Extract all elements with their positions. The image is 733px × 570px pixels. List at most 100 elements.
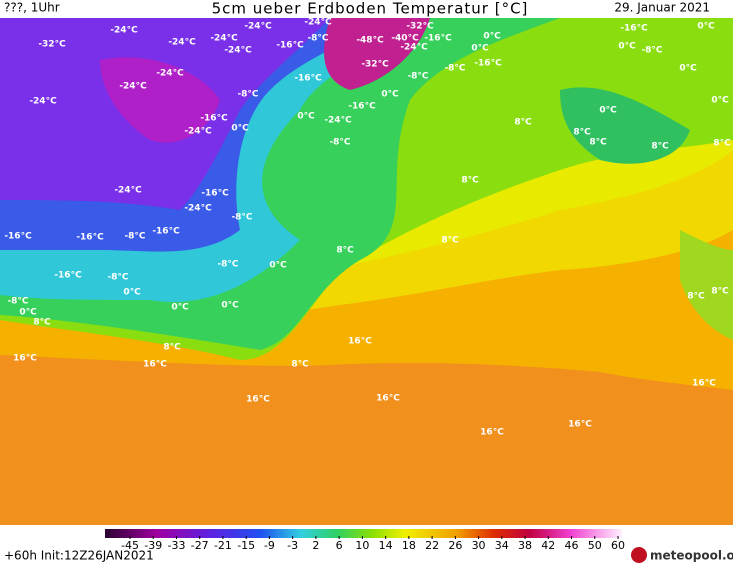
temp-label: -24°C bbox=[114, 186, 142, 196]
temp-label: 8°C bbox=[336, 246, 354, 256]
temp-label: 8°C bbox=[291, 360, 309, 370]
temp-label: -24°C bbox=[184, 127, 212, 137]
colorbar-label: 26 bbox=[448, 539, 462, 552]
temp-label: -8°C bbox=[237, 90, 258, 100]
temp-label: 16°C bbox=[246, 395, 270, 405]
temp-label: -40°C bbox=[391, 34, 419, 44]
colorbar bbox=[105, 529, 622, 538]
colorbar-label: 50 bbox=[588, 539, 602, 552]
temp-label: -16°C bbox=[294, 74, 322, 84]
colorbar-label: 18 bbox=[402, 539, 416, 552]
temp-label: -24°C bbox=[184, 204, 212, 214]
colorbar-label: -21 bbox=[214, 539, 232, 552]
temp-label: 0°C bbox=[19, 308, 37, 318]
colorbar-label: -9 bbox=[264, 539, 275, 552]
temp-label: -24°C bbox=[324, 116, 352, 126]
temp-label: -48°C bbox=[356, 36, 384, 46]
temp-label: -16°C bbox=[152, 227, 180, 237]
temp-label: 8°C bbox=[441, 236, 459, 246]
temp-label: 8°C bbox=[711, 287, 729, 297]
temp-label: 0°C bbox=[471, 44, 489, 54]
temp-label: -24°C bbox=[400, 43, 428, 53]
temp-label: -8°C bbox=[107, 273, 128, 283]
colorbar-label: 42 bbox=[541, 539, 555, 552]
temp-label: -8°C bbox=[217, 260, 238, 270]
temp-label: -24°C bbox=[119, 82, 147, 92]
temp-label: -24°C bbox=[168, 38, 196, 48]
temp-label: 16°C bbox=[568, 420, 592, 430]
run-info: ???, 1Uhr bbox=[4, 1, 60, 15]
colorbar-label: -27 bbox=[191, 539, 209, 552]
temp-label: 0°C bbox=[123, 288, 141, 298]
temp-label: -16°C bbox=[474, 59, 502, 69]
colorbar-label: 2 bbox=[312, 539, 319, 552]
map-title: 5cm ueber Erdboden Temperatur [°C] bbox=[212, 0, 529, 18]
temp-label: -16°C bbox=[424, 34, 452, 44]
temp-label: 0°C bbox=[679, 64, 697, 74]
colorbar-label: 14 bbox=[379, 539, 393, 552]
temp-label: 0°C bbox=[231, 124, 249, 134]
temp-label: 8°C bbox=[713, 139, 731, 149]
colorbar-label: 30 bbox=[472, 539, 486, 552]
temp-label: 8°C bbox=[33, 318, 51, 328]
temp-label: -32°C bbox=[38, 40, 66, 50]
temp-label: -24°C bbox=[110, 26, 138, 36]
temp-label: -16°C bbox=[620, 24, 648, 34]
temp-label: -24°C bbox=[304, 18, 332, 28]
temp-label: 0°C bbox=[381, 90, 399, 100]
temp-label: -16°C bbox=[76, 233, 104, 243]
temp-label: 16°C bbox=[692, 379, 716, 389]
temp-label: 0°C bbox=[697, 22, 715, 32]
colorbar-label: -3 bbox=[287, 539, 298, 552]
temp-label: 8°C bbox=[651, 142, 669, 152]
temp-label: -32°C bbox=[406, 22, 434, 32]
temp-label: -16°C bbox=[348, 102, 376, 112]
colorbar-label: 46 bbox=[565, 539, 579, 552]
temp-label: 8°C bbox=[514, 118, 532, 128]
temp-label: -16°C bbox=[4, 232, 32, 242]
temp-label: -8°C bbox=[407, 72, 428, 82]
temp-label: 0°C bbox=[221, 301, 239, 311]
temp-label: -16°C bbox=[200, 114, 228, 124]
temp-label: -24°C bbox=[210, 34, 238, 44]
colorbar-label: 6 bbox=[336, 539, 343, 552]
temp-label: 8°C bbox=[589, 138, 607, 148]
temp-label: 8°C bbox=[573, 128, 591, 138]
temp-label: -8°C bbox=[307, 34, 328, 44]
temp-label: -8°C bbox=[7, 297, 28, 307]
temp-label: 0°C bbox=[599, 106, 617, 116]
temp-label: -32°C bbox=[361, 60, 389, 70]
temp-label: -24°C bbox=[156, 69, 184, 79]
logo-text: meteopool.org bbox=[650, 549, 733, 563]
temp-label: -8°C bbox=[641, 46, 662, 56]
temp-label: 16°C bbox=[480, 428, 504, 438]
colorbar-label: 22 bbox=[425, 539, 439, 552]
colorbar-label: -45 bbox=[121, 539, 139, 552]
temp-label: -24°C bbox=[244, 22, 272, 32]
temp-label: 0°C bbox=[618, 42, 636, 52]
temp-label: -8°C bbox=[124, 232, 145, 242]
temp-label: 0°C bbox=[711, 96, 729, 106]
temp-label: 0°C bbox=[171, 303, 189, 313]
colorbar-label: -33 bbox=[167, 539, 185, 552]
colorbar-label: 60 bbox=[611, 539, 625, 552]
temp-label: 8°C bbox=[687, 292, 705, 302]
temp-label: -8°C bbox=[231, 213, 252, 223]
temp-label: 8°C bbox=[163, 343, 181, 353]
temp-label: 8°C bbox=[461, 176, 479, 186]
temp-label: -16°C bbox=[276, 41, 304, 51]
temp-label: 16°C bbox=[13, 354, 37, 364]
colorbar-label: -39 bbox=[144, 539, 162, 552]
temp-label: 0°C bbox=[483, 32, 501, 42]
temp-label: -24°C bbox=[224, 46, 252, 56]
init-info: +60h Init:12Z26JAN2021 bbox=[4, 549, 154, 563]
colorbar-label: -15 bbox=[237, 539, 255, 552]
map bbox=[0, 18, 733, 525]
colorbar-label: 10 bbox=[355, 539, 369, 552]
logo-icon bbox=[631, 547, 647, 563]
temp-label: 0°C bbox=[297, 112, 315, 122]
temp-label: -24°C bbox=[29, 97, 57, 107]
temp-label: 16°C bbox=[376, 394, 400, 404]
valid-date: 29. Januar 2021 bbox=[614, 1, 710, 15]
